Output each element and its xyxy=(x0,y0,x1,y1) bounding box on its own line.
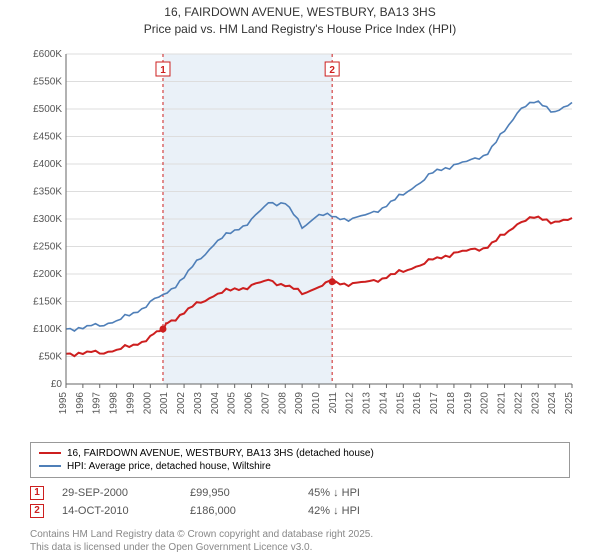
xtick-label: 1999 xyxy=(125,391,136,414)
ytick-label: £0 xyxy=(51,379,63,390)
ytick-label: £500K xyxy=(33,104,62,115)
xtick-label: 2002 xyxy=(176,391,187,414)
xtick-label: 2013 xyxy=(362,391,373,414)
ytick-label: £550K xyxy=(33,76,62,87)
sale-date: 14-OCT-2010 xyxy=(62,505,172,517)
ytick-label: £250K xyxy=(33,241,62,252)
xtick-label: 2009 xyxy=(294,391,305,414)
xtick-label: 2015 xyxy=(395,391,406,414)
ytick-label: £100K xyxy=(33,324,62,335)
xtick-label: 2021 xyxy=(497,391,508,414)
xtick-label: 2018 xyxy=(446,391,457,414)
sale-diff: 45% ↓ HPI xyxy=(308,487,428,499)
sale-row: 2 14-OCT-2010 £186,000 42% ↓ HPI xyxy=(30,502,570,520)
chart-title-block: 16, FAIRDOWN AVENUE, WESTBURY, BA13 3HS … xyxy=(0,0,600,46)
sale-marker-id: 2 xyxy=(329,65,335,76)
legend-label: 16, FAIRDOWN AVENUE, WESTBURY, BA13 3HS … xyxy=(67,448,374,459)
chart-area: £0 £50K £100K £150K £200K £250K £300K £350K £400… xyxy=(20,46,580,436)
sale-diff: 42% ↓ HPI xyxy=(308,505,428,517)
legend: 16, FAIRDOWN AVENUE, WESTBURY, BA13 3HS … xyxy=(30,442,570,478)
xtick-label: 1995 xyxy=(58,391,69,414)
xtick-label: 2024 xyxy=(547,391,558,414)
xtick-label: 2016 xyxy=(412,391,423,414)
title-line-1: 16, FAIRDOWN AVENUE, WESTBURY, BA13 3HS xyxy=(0,4,600,21)
attribution-line-1: Contains HM Land Registry data © Crown c… xyxy=(30,528,570,541)
xtick-label: 1996 xyxy=(75,391,86,414)
xtick-label: 2012 xyxy=(345,391,356,414)
legend-label: HPI: Average price, detached house, Wilt… xyxy=(67,461,271,472)
xtick-label: 2014 xyxy=(378,391,389,414)
sale-marker-id: 1 xyxy=(160,65,166,76)
ytick-label: £50K xyxy=(39,351,63,362)
legend-swatch xyxy=(39,465,61,467)
xtick-label: 2011 xyxy=(328,391,339,413)
xtick-label: 2003 xyxy=(193,391,204,414)
xtick-label: 2019 xyxy=(463,391,474,414)
xtick-label: 2007 xyxy=(260,391,271,414)
xtick-label: 2025 xyxy=(564,391,575,414)
ytick-label: £300K xyxy=(33,214,62,225)
title-line-2: Price paid vs. HM Land Registry's House … xyxy=(0,21,600,38)
ytick-label: £600K xyxy=(33,49,62,60)
sale-date: 29-SEP-2000 xyxy=(62,487,172,499)
ytick-label: £400K xyxy=(33,159,62,170)
xtick-label: 2000 xyxy=(142,391,153,414)
legend-row: HPI: Average price, detached house, Wilt… xyxy=(39,460,561,473)
xtick-label: 1998 xyxy=(109,391,120,414)
xtick-label: 2006 xyxy=(244,391,255,414)
xtick-label: 2005 xyxy=(227,391,238,414)
xtick-label: 2020 xyxy=(480,391,491,414)
xtick-label: 2004 xyxy=(210,391,221,414)
line-chart-svg: £0 £50K £100K £150K £200K £250K £300K £350K £400… xyxy=(20,46,580,436)
ytick-label: £450K xyxy=(33,131,62,142)
xtick-label: 1997 xyxy=(92,391,103,414)
xtick-label: 2008 xyxy=(277,391,288,414)
xtick-label: 2001 xyxy=(159,391,170,414)
attribution: Contains HM Land Registry data © Crown c… xyxy=(30,528,570,554)
ytick-label: £350K xyxy=(33,186,62,197)
xtick-label: 2022 xyxy=(513,391,524,414)
xtick-label: 2023 xyxy=(530,391,541,414)
ytick-label: £200K xyxy=(33,269,62,280)
sale-price: £99,950 xyxy=(190,487,290,499)
attribution-line-2: This data is licensed under the Open Gov… xyxy=(30,541,570,554)
xtick-label: 2017 xyxy=(429,391,440,414)
xtick-label: 2010 xyxy=(311,391,322,414)
sale-row-marker: 1 xyxy=(30,486,44,500)
sale-row: 1 29-SEP-2000 £99,950 45% ↓ HPI xyxy=(30,484,570,502)
legend-swatch xyxy=(39,452,61,454)
sales-table: 1 29-SEP-2000 £99,950 45% ↓ HPI 2 14-OCT-2010… xyxy=(30,484,570,520)
sale-price: £186,000 xyxy=(190,505,290,517)
sale-row-marker: 2 xyxy=(30,504,44,518)
legend-row: 16, FAIRDOWN AVENUE, WESTBURY, BA13 3HS … xyxy=(39,447,561,460)
ytick-label: £150K xyxy=(33,296,62,307)
